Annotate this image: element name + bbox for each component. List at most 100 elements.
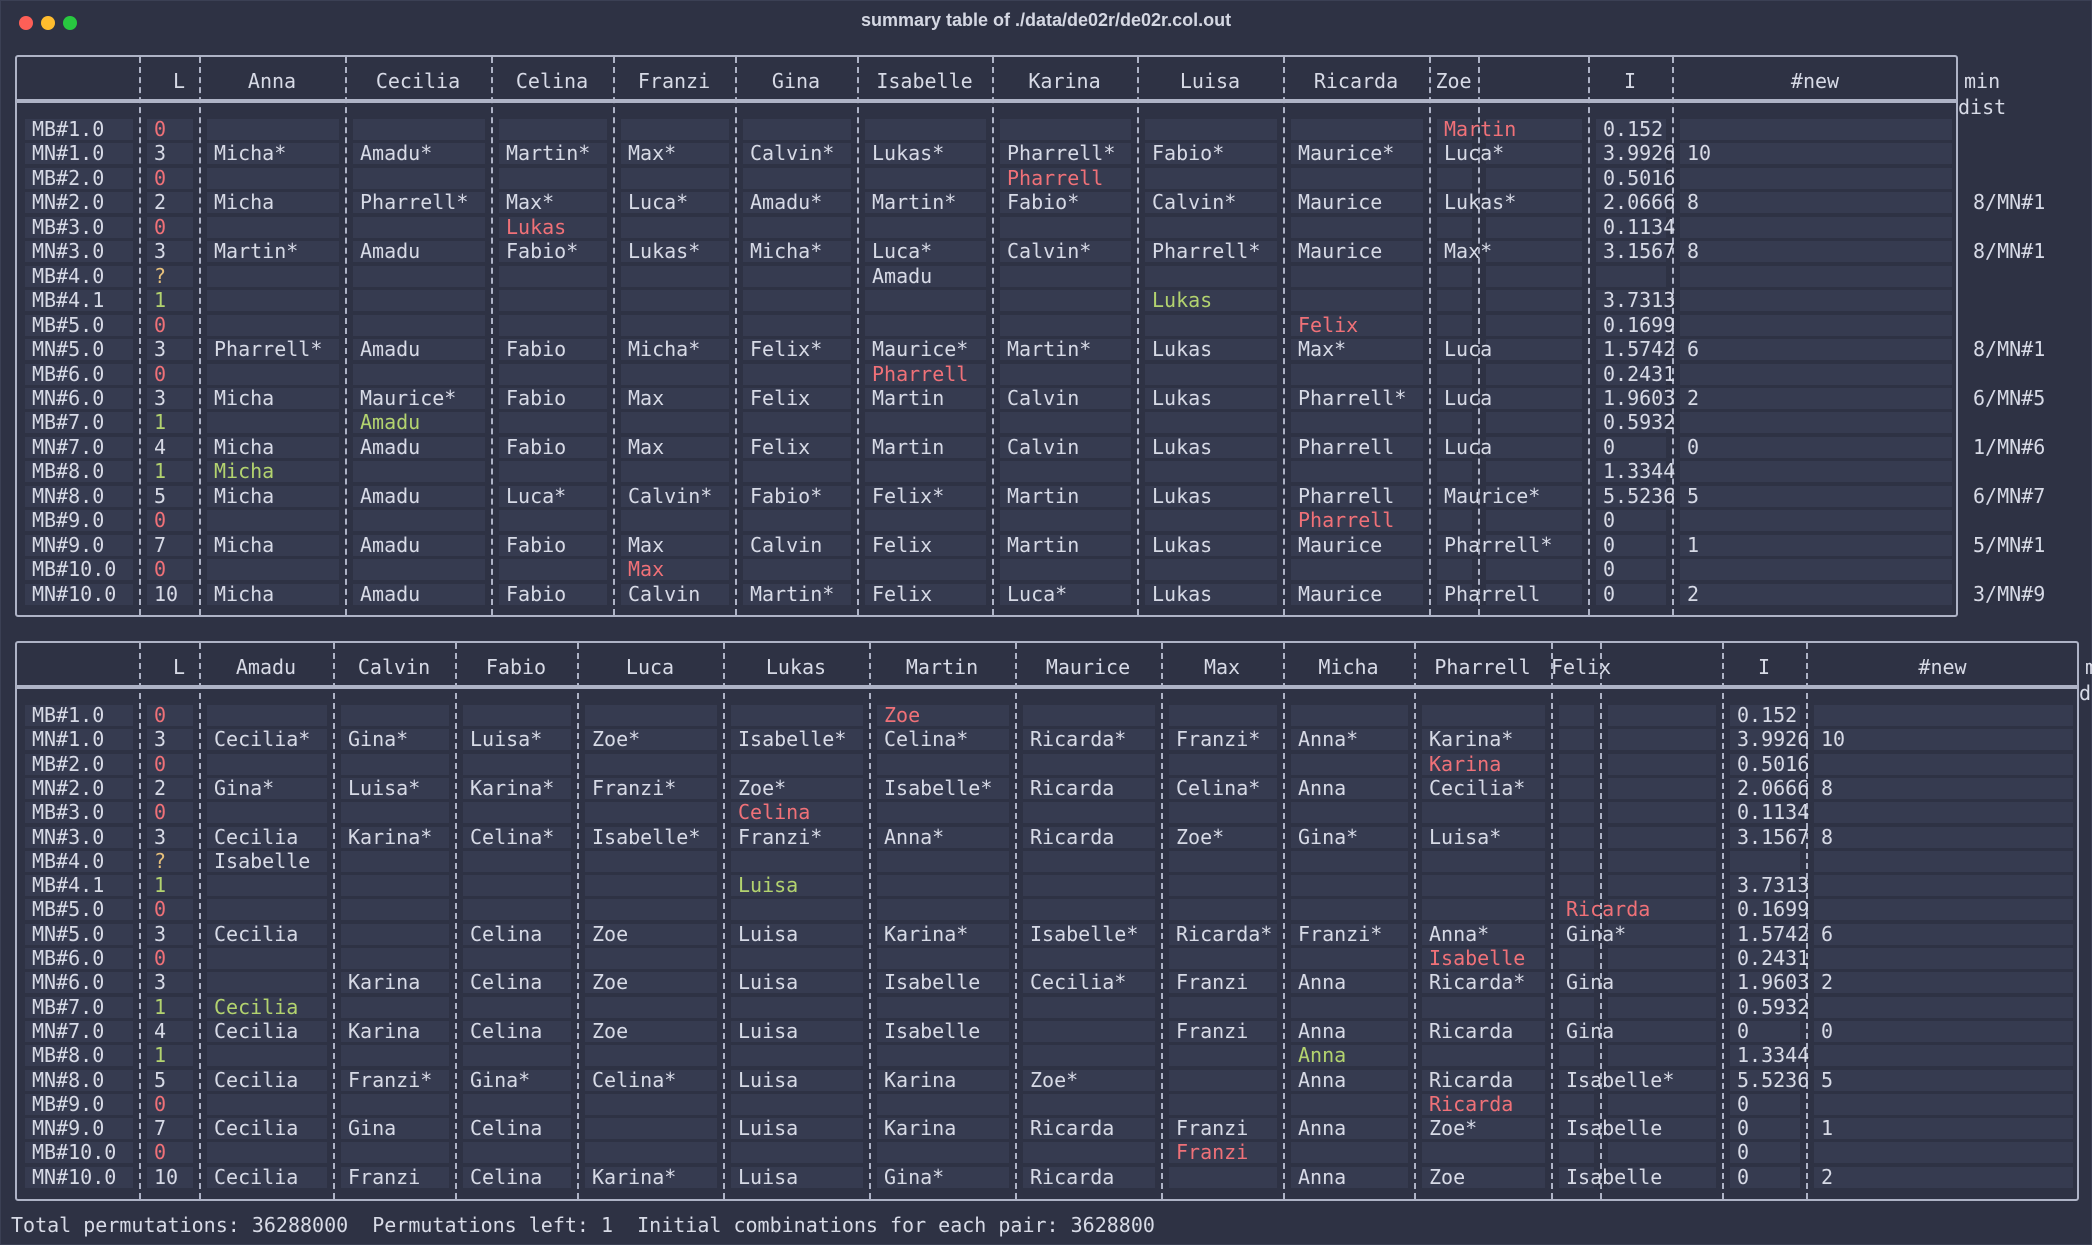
match-cell: Luisa — [738, 1164, 799, 1189]
column-header[interactable]: Max — [1203, 655, 1241, 679]
cell-background — [1422, 875, 1545, 897]
cell-background — [1437, 119, 1472, 140]
column-header[interactable] — [17, 68, 139, 94]
column-header[interactable]: I — [1757, 655, 1771, 679]
cell-background — [1291, 436, 1423, 458]
column-header[interactable]: Anna — [247, 69, 297, 93]
match-cell: Fabio — [506, 385, 567, 410]
cell-background — [147, 167, 193, 189]
minimize-window-button[interactable] — [41, 16, 55, 30]
cell-background — [499, 143, 607, 165]
cell-background — [865, 510, 986, 532]
column-header[interactable]: Isabelle — [876, 69, 973, 93]
new-count: 6 — [1821, 921, 1834, 946]
cell-background — [1730, 996, 1800, 1018]
cell-background — [1422, 1093, 1545, 1115]
row-label: MB#9.0 — [32, 508, 105, 533]
cell-background — [147, 826, 193, 848]
column-header[interactable]: min dist — [1958, 69, 2007, 119]
close-window-button[interactable] — [19, 16, 33, 30]
column-header[interactable]: Cecilia — [375, 69, 461, 93]
cell-background — [147, 265, 193, 287]
min-distance: 3/MN#9 — [1973, 581, 2046, 606]
column-header[interactable]: min dist — [2079, 655, 2092, 705]
cell-background — [207, 1045, 327, 1067]
column-header[interactable]: Gina — [771, 69, 821, 93]
cell-background — [877, 923, 1009, 945]
match-cell: Max — [628, 434, 665, 459]
column-header[interactable]: Martin — [905, 655, 979, 679]
column-header[interactable]: #new — [1790, 69, 1840, 93]
cell-background — [1680, 192, 1952, 214]
cell-background — [463, 753, 571, 775]
column-header[interactable]: Maurice — [1045, 655, 1131, 679]
column-header[interactable]: Lukas — [765, 655, 827, 679]
column-header[interactable] — [17, 654, 139, 680]
cell-background — [25, 363, 133, 385]
maximize-window-button[interactable] — [63, 16, 77, 30]
column-header[interactable]: Fabio — [485, 655, 547, 679]
column-header[interactable]: Luca — [625, 655, 675, 679]
cell-background — [1680, 436, 1952, 458]
column-header[interactable]: #new — [1918, 655, 1967, 679]
column-header[interactable]: Karina — [1028, 69, 1101, 93]
cell-background — [1000, 339, 1131, 361]
column-header[interactable] — [1600, 654, 1722, 680]
cell-background — [207, 1020, 327, 1042]
row-label: MB#3.0 — [32, 214, 105, 239]
min-distance: 1/MN#6 — [1973, 434, 2046, 459]
column-header[interactable]: Micha — [1318, 655, 1379, 679]
info-value: 3.9926 — [1603, 141, 1676, 166]
match-cell: Cecilia* — [1429, 775, 1526, 800]
cell-background — [147, 923, 193, 945]
cell-background — [1023, 826, 1155, 848]
cell-background — [1023, 923, 1155, 945]
info-value: 0.1134 — [1737, 800, 1810, 825]
new-count: 5 — [1687, 483, 1700, 508]
cell-background — [1608, 1069, 1716, 1091]
cell-background — [1730, 826, 1800, 848]
match-cell: Cecilia — [214, 994, 299, 1019]
cell-background — [1730, 1020, 1800, 1042]
match-cell: Amadu* — [750, 190, 823, 215]
column-header[interactable] — [1478, 68, 1588, 94]
cell-background — [1730, 1069, 1800, 1091]
cell-background — [1437, 314, 1472, 336]
column-header[interactable]: Franzi — [637, 69, 711, 93]
column-header[interactable]: Ricarda — [1313, 69, 1399, 93]
match-cell: Lukas* — [628, 239, 701, 264]
new-count: 2 — [1821, 1164, 1834, 1189]
column-header[interactable]: Luisa — [1179, 69, 1241, 93]
cell-background — [499, 583, 607, 605]
match-cell: Karina — [1429, 751, 1502, 776]
column-header[interactable]: I — [1623, 69, 1637, 93]
cell-background — [1814, 777, 2073, 799]
cell-background — [731, 826, 863, 848]
cell-background — [1291, 265, 1423, 287]
cell-background — [463, 1118, 571, 1140]
cell-background — [1169, 1020, 1277, 1042]
light-count: 7 — [154, 1116, 167, 1141]
cell-background — [1422, 1069, 1545, 1091]
column-divider — [1015, 643, 1017, 1199]
match-cell: Zoe — [592, 1018, 629, 1043]
min-distance: 5/MN#1 — [1973, 532, 2046, 557]
cell-background — [1814, 1142, 2073, 1164]
match-cell: Micha — [214, 483, 275, 508]
column-header[interactable]: Celina — [515, 69, 589, 93]
column-header[interactable]: Felix — [1551, 655, 1612, 679]
column-header[interactable]: Zoe — [1435, 69, 1472, 93]
column-divider — [345, 57, 347, 615]
cell-background — [1814, 1045, 2073, 1067]
cell-background — [463, 923, 571, 945]
column-header[interactable]: L — [172, 655, 185, 679]
cell-background — [147, 972, 193, 994]
match-cell: Cecilia — [214, 1164, 299, 1189]
light-count: 0 — [154, 557, 167, 582]
cell-background — [1291, 948, 1408, 969]
column-header[interactable]: Pharrell — [1434, 655, 1531, 679]
column-header[interactable]: Amadu — [235, 655, 297, 679]
column-header[interactable]: L — [172, 69, 185, 93]
column-header[interactable]: Calvin — [357, 655, 431, 679]
column-divider — [139, 643, 141, 1199]
